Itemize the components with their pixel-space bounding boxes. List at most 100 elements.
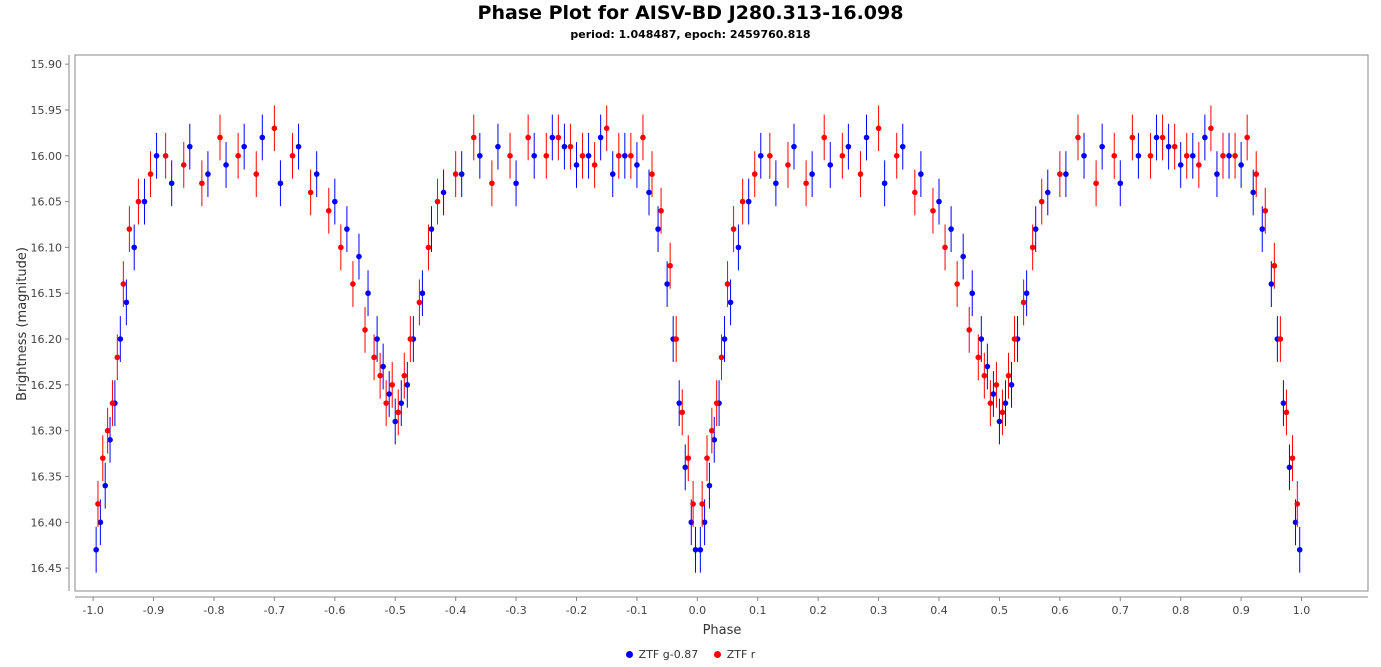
data-point-g [745,198,752,205]
data-point-g [634,162,640,168]
data-point-r [401,372,408,379]
data-point-r [307,189,314,196]
data-point-g [107,437,113,443]
data-point-r [253,171,260,177]
data-point-r [1271,262,1278,269]
data-point-g [622,152,628,159]
data-point-r [95,501,101,507]
data-point-r [452,171,459,177]
data-point-g [241,143,247,150]
x-tick-label: -0.8 [203,604,224,617]
data-point-g [332,198,338,205]
data-point-g [597,134,604,141]
data-point-g [1008,382,1015,388]
data-point-g [153,152,160,159]
data-point-g [984,363,991,370]
data-point-r [603,125,610,132]
data-point-g [969,290,976,297]
data-point-g [277,180,284,187]
data-point-g [374,336,380,342]
data-point-r [362,327,368,333]
data-point-r [104,427,111,434]
legend-item-g: ZTF g-0.87 [625,648,698,661]
data-point-g [392,418,399,425]
data-point-g [936,198,942,205]
data-point-r [751,171,758,177]
data-point-g [735,244,742,251]
x-tick-label: 0.7 [1112,604,1130,617]
data-point-g [697,546,704,553]
data-point-r [383,400,389,406]
data-point-g [223,162,229,168]
data-point-r [699,501,705,507]
data-point-g [1081,152,1087,159]
data-point-r [407,336,414,342]
x-tick-label: 0.1 [749,604,767,617]
data-point-r [1277,336,1284,342]
data-point-g [295,143,302,150]
data-point-g [609,171,616,177]
x-tick-label: 0.2 [809,604,827,617]
data-point-r [690,501,696,507]
legend-item-r: ZTF r [713,648,755,661]
data-point-r [658,207,664,214]
data-point-g [365,290,371,297]
data-point-r [615,152,622,159]
axes: -1.0 -0.9 -0.8 -0.7 -0.6 -0.5 -0.4 -0.3 -0.2 -0.1… [31,55,1368,617]
data-point-r [1075,134,1081,141]
data-point-r [434,198,441,205]
x-tick-label: -0.4 [445,604,466,617]
legend-dot-g [625,651,633,658]
data-point-g [791,143,797,150]
data-point-r [966,327,973,333]
data-point-r [389,382,396,388]
data-point-g [259,134,266,141]
data-point-g [186,143,193,150]
data-point-r [993,382,1000,388]
data-point-r [350,281,356,287]
x-tick-label: 0.9 [1232,604,1250,617]
chart-subtitle: period: 1.048487, epoch: 2459760.818 [570,28,811,41]
data-point-r [685,455,692,461]
data-point-g [701,519,708,526]
data-point-r [785,162,791,168]
data-point-r [371,354,377,361]
y-tick-label: 16.45 [31,562,63,575]
data-point-r [709,427,715,434]
data-point-r [489,180,495,187]
x-tick-label: -1.0 [82,604,103,617]
y-axis-label: Brightness (magnitude) [15,247,30,401]
data-point-g [419,290,426,297]
x-tick-label: -0.7 [264,604,285,617]
data-point-g [711,437,718,443]
y-tick-label: 16.20 [31,333,63,346]
data-point-r [180,162,187,168]
data-point-r [1220,152,1226,159]
x-tick-label: 0.0 [689,604,707,617]
data-point-g [1238,162,1244,168]
x-tick-label: -0.3 [505,604,526,617]
data-point-g [1296,546,1303,553]
x-tick-label: 0.5 [991,604,1009,617]
data-point-g [721,336,728,342]
x-tick-label: 0.4 [930,604,948,617]
data-point-g [1099,143,1105,150]
data-point-r [1020,299,1027,306]
data-point-g [682,464,689,471]
data-point-g [996,418,1003,425]
data-point-g [123,299,130,306]
y-tick-label: 16.00 [31,150,63,163]
data-point-r [1159,134,1166,141]
data-point-g [1226,152,1232,159]
data-point-g [918,171,924,177]
data-point-r [730,226,737,232]
data-point-r [217,134,223,141]
data-point-r [289,152,296,159]
data-point-r [718,354,725,361]
data-point-r [555,134,562,141]
y-tick-label: 16.10 [31,241,63,254]
legend: ZTF g-0.87 ZTF r [0,648,1381,661]
data-point-g [495,143,501,150]
data-point-r [649,171,655,177]
data-point-g [205,171,211,177]
